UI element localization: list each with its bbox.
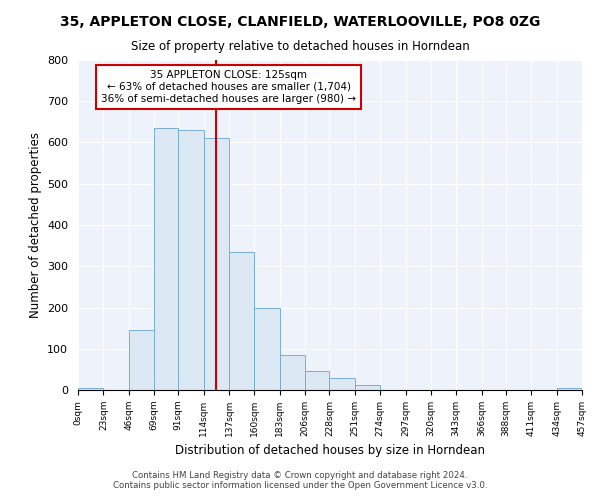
- Bar: [78, 388, 103, 390]
- Bar: [254, 308, 280, 390]
- Y-axis label: Number of detached properties: Number of detached properties: [29, 132, 41, 318]
- Bar: [557, 388, 582, 390]
- Bar: [329, 378, 355, 390]
- Bar: [154, 128, 178, 390]
- Text: 35, APPLETON CLOSE, CLANFIELD, WATERLOOVILLE, PO8 0ZG: 35, APPLETON CLOSE, CLANFIELD, WATERLOOV…: [60, 15, 540, 29]
- Bar: [129, 330, 154, 390]
- Bar: [280, 355, 305, 390]
- Bar: [229, 252, 254, 390]
- Bar: [204, 138, 229, 390]
- Bar: [305, 372, 329, 390]
- Text: Contains HM Land Registry data © Crown copyright and database right 2024.
Contai: Contains HM Land Registry data © Crown c…: [113, 470, 487, 490]
- Bar: [355, 385, 380, 390]
- Bar: [178, 130, 204, 390]
- Text: Size of property relative to detached houses in Horndean: Size of property relative to detached ho…: [131, 40, 469, 53]
- X-axis label: Distribution of detached houses by size in Horndean: Distribution of detached houses by size …: [175, 444, 485, 458]
- Text: 35 APPLETON CLOSE: 125sqm
← 63% of detached houses are smaller (1,704)
36% of se: 35 APPLETON CLOSE: 125sqm ← 63% of detac…: [101, 70, 356, 104]
